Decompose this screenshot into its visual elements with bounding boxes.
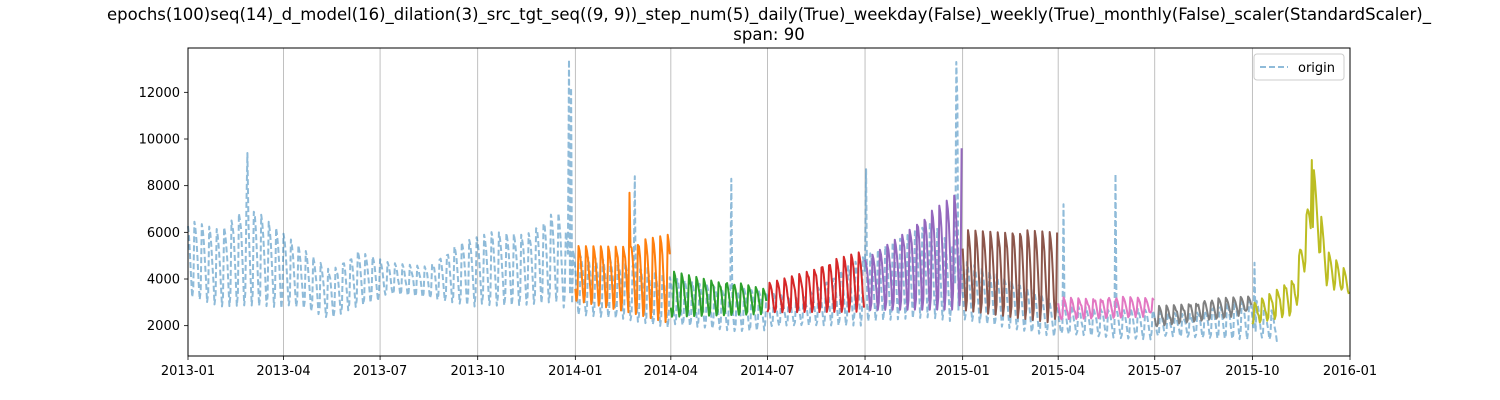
y-tick-label: 12000 [139, 86, 180, 101]
forecast-line-5 [961, 229, 1059, 324]
y-tick-label: 10000 [139, 133, 180, 148]
x-tick-label: 2015-04 [1031, 364, 1085, 379]
x-tick-label: 2013-10 [451, 364, 505, 379]
chart-title-line-1: epochs(100)seq(14)_d_model(16)_dilation(… [107, 5, 1432, 25]
x-tick-label: 2013-04 [256, 364, 310, 379]
y-tick-label: 4000 [147, 273, 180, 288]
origin-line [187, 58, 1279, 342]
x-tick-label: 2013-01 [161, 364, 215, 379]
forecast-line-2 [669, 270, 768, 318]
y-tick-label: 6000 [147, 226, 180, 241]
forecast-line-6 [1057, 295, 1155, 321]
origin-series [187, 58, 1279, 342]
x-tick-label: 2015-01 [936, 364, 990, 379]
chart-title-line-2: span: 90 [733, 25, 804, 44]
x-tick-label: 2016-01 [1323, 364, 1377, 379]
legend: origin [1253, 53, 1345, 81]
x-tick-label: 2014-07 [740, 364, 794, 379]
axes: 2013-01 2013-04 2013-07 2013-10 2014-01 2014-… [139, 86, 1378, 379]
x-tick-label: 2014-04 [644, 364, 698, 379]
forecast-line-4 [864, 148, 963, 311]
y-tick-label: 8000 [147, 179, 180, 194]
y-tick-label: 2000 [147, 319, 180, 334]
forecast-line-3 [766, 251, 865, 314]
plot-frame [187, 47, 1351, 357]
forecast-line-1 [574, 191, 671, 324]
x-tick-label: 2013-07 [353, 364, 407, 379]
x-tick-label: 2014-01 [548, 364, 602, 379]
x-tick-label: 2015-07 [1128, 364, 1182, 379]
legend-box [1253, 53, 1345, 81]
legend-origin-label: origin [1298, 61, 1335, 76]
forecast-series-group [574, 148, 1350, 328]
x-tick-label: 2015-10 [1225, 364, 1279, 379]
x-tick-label: 2014-10 [838, 364, 892, 379]
forecast-line-7 [1153, 295, 1253, 328]
forecast-line-8 [1251, 159, 1350, 325]
